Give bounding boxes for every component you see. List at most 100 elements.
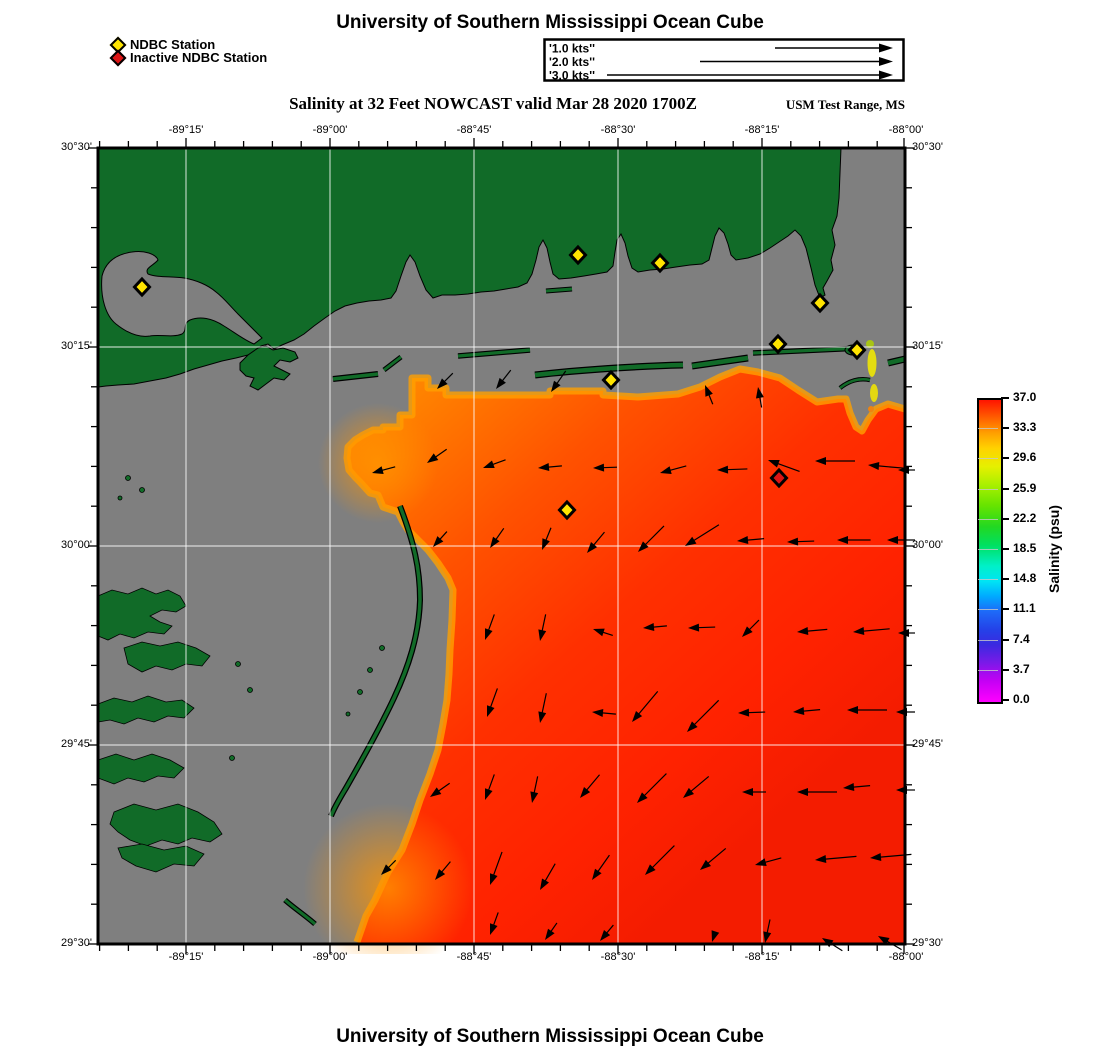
colorbar-gridline [978,428,998,430]
vector-arrow-head [437,378,448,389]
vector-arrow-head [815,855,827,864]
lon-tick-label-top: -88°00' [888,124,924,136]
graticule [98,148,905,944]
legend-item-inactive: Inactive NDBC Station [109,49,267,66]
lon-tick-label-bottom: -88°45' [456,951,492,963]
station-diamond-icon [650,252,670,274]
colorbar-tick-label: 14.8 [1013,571,1037,586]
vector-arrow-head [843,783,855,792]
vector-arrow-tail [861,628,890,632]
lat-tick-label-left: 30°15' [61,340,92,352]
ndbc-station-marker [847,339,867,361]
vector-arrow-head [687,721,698,732]
marsh-islands [97,357,265,873]
colorbar-tick-label: 3.7 [1013,661,1030,676]
vector-arrow-tail [689,775,710,793]
colorbar-tick-label: 22.2 [1013,510,1037,525]
vector-arrow-head [645,864,656,875]
colorbar-tick-label: 18.5 [1013,541,1037,555]
vector-arrow-head [797,627,809,636]
vector-arrow-head [538,463,550,472]
vector-arrow-tail [876,465,905,469]
vector-arrow-head [483,460,495,468]
colorbar-tick-label: 0.0 [1013,692,1030,706]
colorbar-tick [1001,397,1009,399]
lon-tick-label-bottom: -88°15' [744,951,780,963]
vector-arrow-head [592,708,604,717]
vector-arrow-head [870,853,882,862]
scale-box-border [543,38,905,82]
vector-arrow-tail [725,468,748,471]
station-diamond-icon [847,339,867,361]
ndbc-station-marker [768,333,788,355]
colorbar-tick [1001,699,1009,701]
colorbar-gridline [978,609,998,611]
vector-arrow-head [435,869,446,880]
barrier-islands [239,286,906,391]
vector-arrow-head [372,466,384,475]
vector-arrow-tail [651,625,667,628]
orange-glow [318,403,438,523]
station-diamond-icon [132,276,152,298]
colorbar-gridline [978,669,998,671]
colorbar-tick [1001,517,1009,520]
vector-arrow-tail [600,712,616,715]
vector-arrow-head [711,930,720,942]
vector-arrow-tail [501,369,512,383]
station-diamond-icon [557,499,577,521]
vector-arrow-tail [440,861,451,874]
vector-arrow-head [551,380,561,392]
vector-arrow-head [485,628,493,640]
ndbc-station-marker [132,276,152,298]
vector-arrow-tail [601,466,618,469]
current-vectors [372,369,915,952]
vector-arrow-tail [487,774,495,792]
vector-arrow-head [683,787,694,798]
vector-arrow-head [638,541,649,552]
colorbar-gridline [978,549,998,550]
map-frame [96,146,907,946]
lon-tick-label-bottom: -88°30' [600,951,636,963]
vector-arrow-tail [758,395,763,408]
vector-arrow-head [430,787,442,797]
legend-item-active: NDBC Station [109,36,267,53]
vector-arrow-head [592,868,602,880]
plot-subtitle: Salinity at 32 Feet NOWCAST valid Mar 28… [289,94,697,113]
vector-arrow-tail [776,462,800,473]
colorbar-tick-label: 25.9 [1013,480,1037,495]
vector-arrow-tail [544,527,552,542]
vector-arrow-head [737,536,749,545]
vector-arrow-head [688,623,700,632]
vector-arrow-tail [380,466,396,472]
vector-arrow-tail [851,785,871,788]
vector-arrow-head [530,791,539,803]
vector-arrow-head [490,536,500,548]
vector-arrow-head [600,930,611,941]
vector-arrow-tail [442,372,454,384]
colorbar-gridline [978,458,998,460]
vector-arrow-tail [706,847,727,865]
vector-arrow-head [797,788,808,796]
vector-arrow-tail [546,465,562,468]
page-title-bottom: University of Southern Mississippi Ocean… [336,1026,764,1047]
lon-tick-label-top: -88°45' [456,124,492,136]
vector-arrow-head [542,538,550,550]
colorbar-gridline [978,518,998,520]
vector-arrow-head [490,923,498,935]
lat-tick-label-left: 29°45' [61,738,92,750]
vector-arrow-tail [637,690,659,716]
vector-arrow-tail [585,774,601,792]
vector-arrow-tail [492,912,499,927]
inactive-ndbc-station-icon [109,49,127,66]
vector-arrow-tail [543,863,556,883]
vector-arrow-head [853,627,865,636]
vector-arrow-head [700,859,711,870]
vector-arrow-head [487,705,495,717]
lon-tick-label-top: -88°15' [744,124,780,136]
colorbar-tick [1001,668,1009,671]
vector-arrow-head [847,706,858,714]
vector-arrow-tail [746,711,766,714]
vector-arrow-tail [745,538,765,541]
vector-arrow-head [768,460,780,468]
